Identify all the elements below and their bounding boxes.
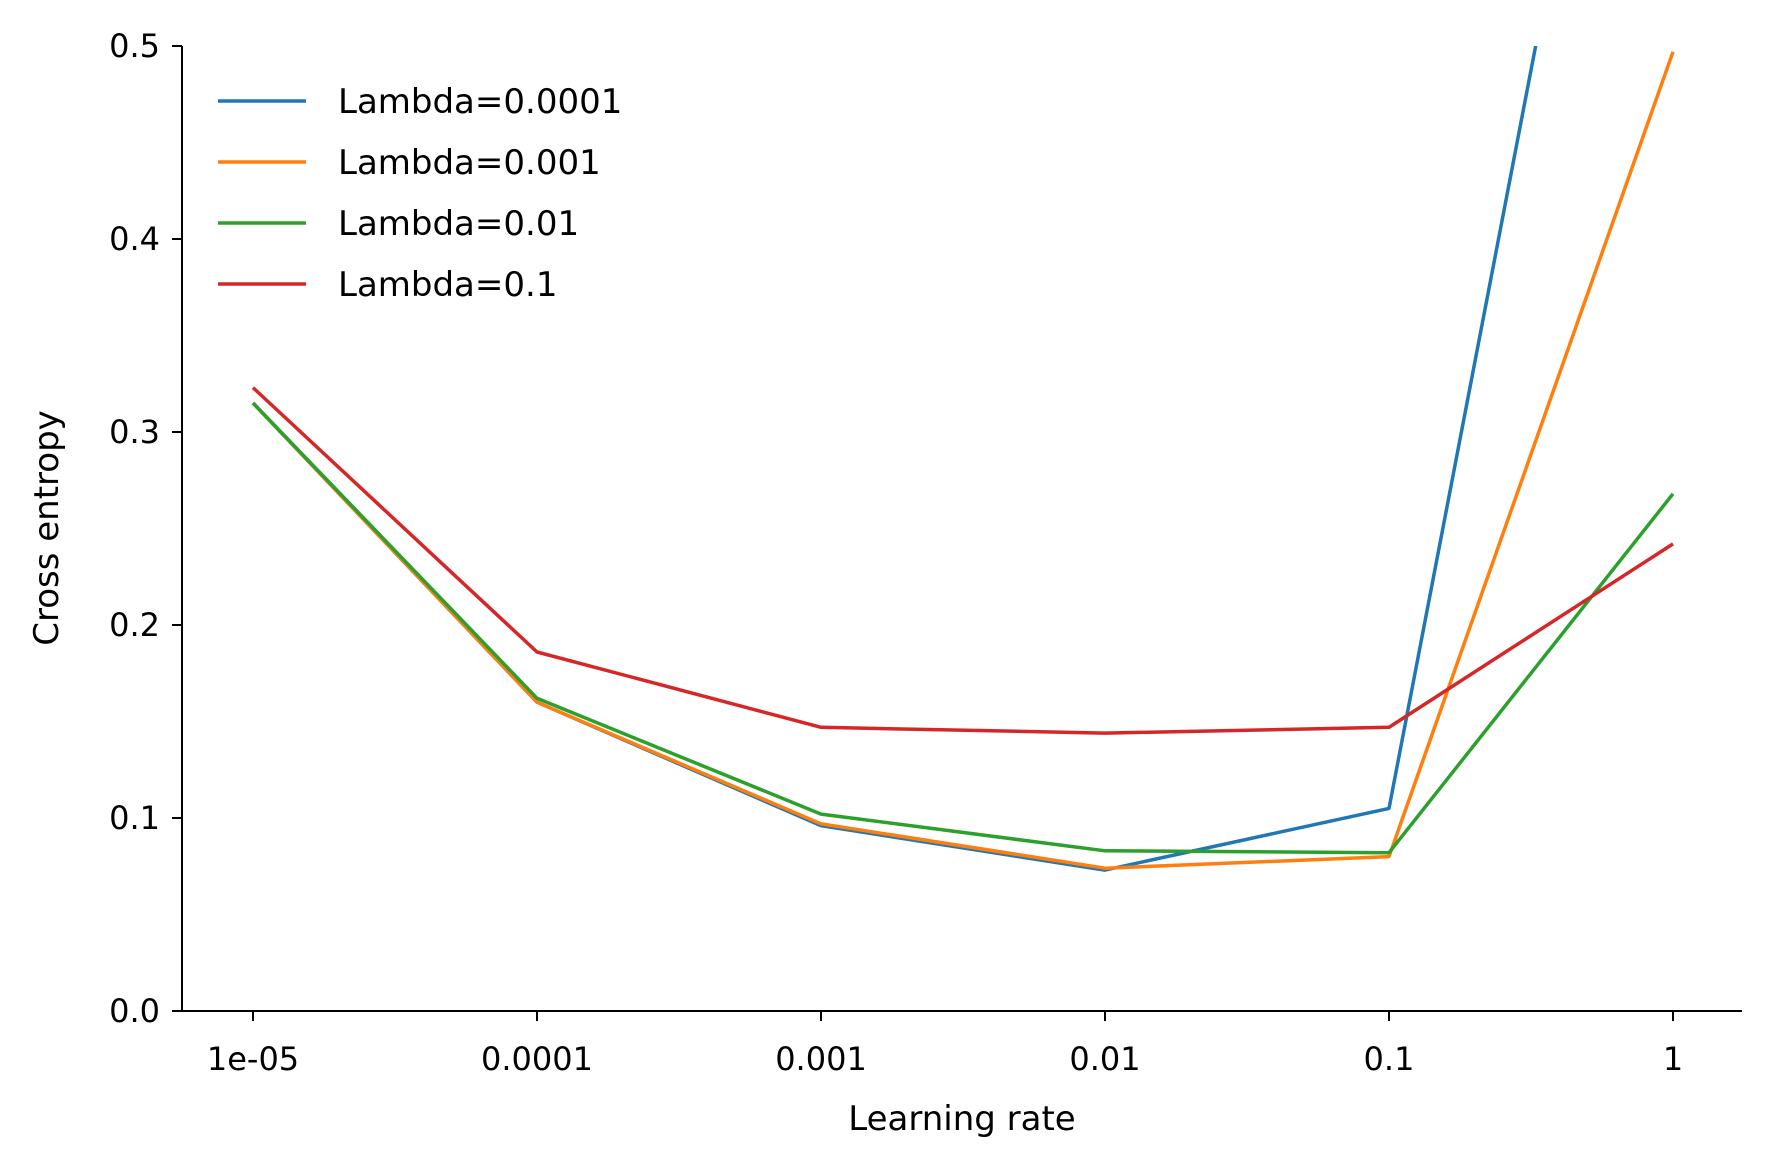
y-tick-label: 0.5 [109, 27, 160, 65]
legend-label: Lambda=0.01 [338, 204, 579, 244]
x-axis: 1e-05 0.0001 0.001 0.01 0.1 1 [207, 1011, 1683, 1078]
x-tick-label: 0.01 [1069, 1040, 1140, 1078]
x-tick-label: 0.1 [1364, 1040, 1415, 1078]
y-tick-label: 0.3 [109, 413, 160, 451]
x-tick-label: 1 [1663, 1040, 1683, 1078]
y-axis: 0.0 0.1 0.2 0.3 0.4 0.5 [109, 27, 182, 1030]
series-layer [251, 46, 1675, 872]
y-tick-label: 0.4 [109, 220, 160, 258]
y-tick-label: 0.0 [109, 992, 160, 1030]
y-axis-title: Cross entropy [27, 410, 67, 646]
legend-label: Lambda=0.0001 [338, 82, 622, 122]
legend-label: Lambda=0.001 [338, 143, 601, 183]
y-tick-label: 0.2 [109, 606, 160, 644]
legend: Lambda=0.0001 Lambda=0.001 Lambda=0.01 Lamb… [218, 82, 622, 305]
series-line-4 [251, 386, 1674, 735]
x-tick-label: 0.0001 [481, 1040, 593, 1078]
series-line-2 [251, 51, 1675, 870]
x-tick-label: 0.001 [775, 1040, 867, 1078]
x-axis-title: Learning rate [848, 1099, 1075, 1139]
y-tick-label: 0.1 [109, 799, 160, 837]
legend-label: Lambda=0.1 [338, 265, 557, 305]
x-tick-label: 1e-05 [207, 1040, 299, 1078]
series-line-3 [251, 401, 1675, 855]
series-line-1 [251, 46, 1538, 872]
